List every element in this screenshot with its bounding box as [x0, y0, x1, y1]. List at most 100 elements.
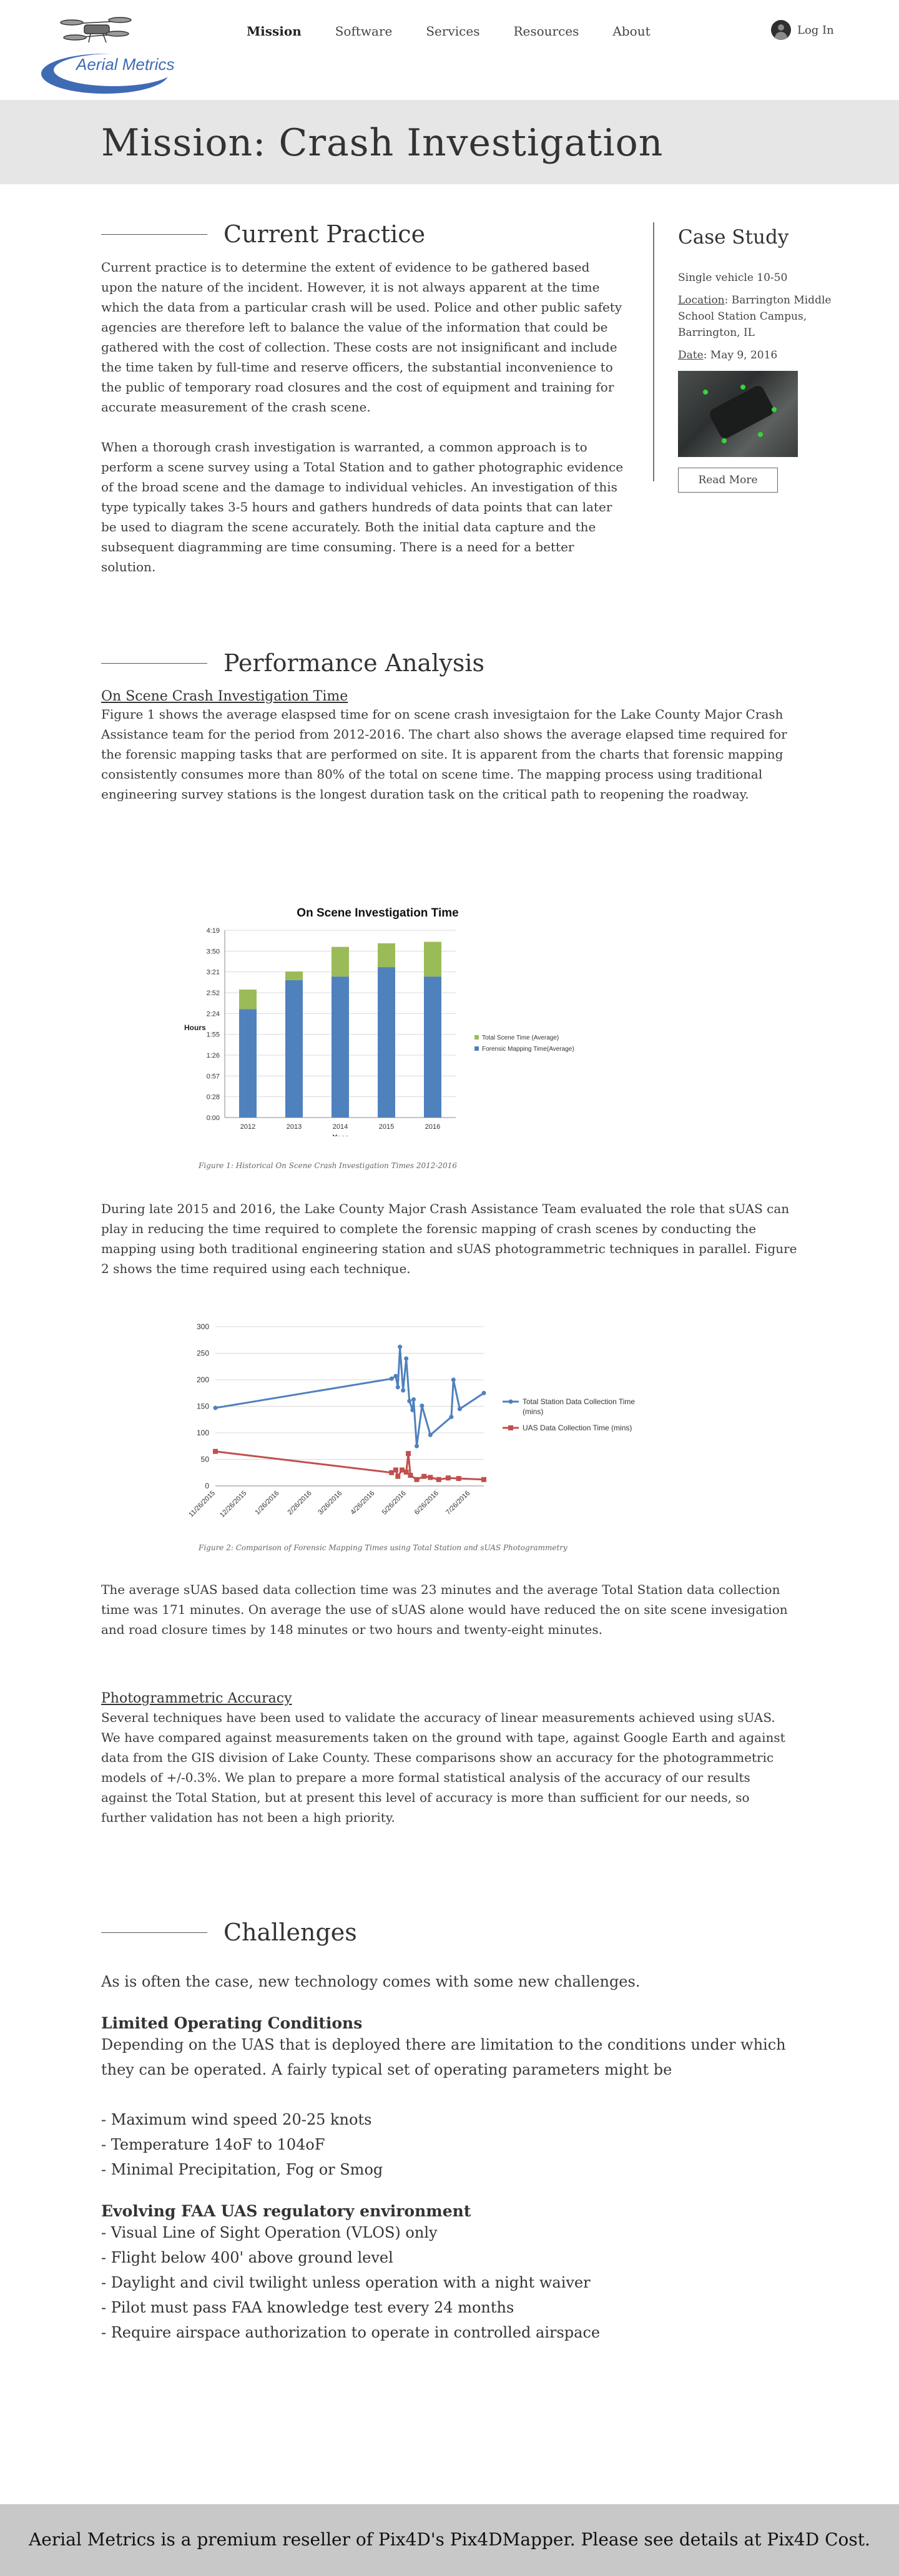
nav-item-software[interactable]: Software [335, 24, 393, 39]
performance-paragraph-3: The average sUAS based data collection t… [101, 1582, 788, 1637]
site-header: Aerial Metrics Mission Software Services… [0, 0, 899, 100]
aerial-metrics-logo[interactable]: Aerial Metrics [37, 6, 187, 94]
data-point [415, 1443, 419, 1448]
data-point [389, 1470, 395, 1475]
legend-label: Total Scene Time (Average) [482, 1035, 559, 1041]
challenges-intro: As is often the case, new technology com… [101, 1973, 641, 1990]
case-study-panel: Case Study Single vehicle 10-50 Location… [653, 222, 840, 493]
accuracy-section: Photogrammetric Accuracy Several techniq… [101, 1691, 798, 1827]
current-practice-paragraph-1: Current practice is to determine the ext… [101, 260, 622, 415]
section-challenges: Challenges [101, 1910, 798, 1954]
data-point [451, 1377, 456, 1382]
data-point [449, 1415, 454, 1419]
bar-segment [239, 1009, 257, 1118]
data-point [456, 1476, 461, 1482]
x-tick-label: 6/26/2016 [413, 1490, 440, 1517]
section-title: Current Practice [224, 220, 426, 248]
nav-item-services[interactable]: Services [426, 24, 480, 39]
mapping-time-comparison-chart: 0 50 100 150 200 250 300 11/26/2015 12/26/2015 1/… [187, 1322, 635, 1519]
list-item: - Flight below 400' above ground level [101, 2249, 393, 2266]
logo-wordmark: Aerial Metrics [75, 55, 174, 74]
x-tick-label: 3/26/2016 [317, 1490, 343, 1517]
footer-text: Aerial Metrics is a premium reseller of … [29, 2529, 870, 2550]
y-tick-label: 4:19 [207, 927, 220, 935]
data-point [398, 1344, 403, 1349]
data-point [436, 1477, 441, 1482]
list-item: - Maximum wind speed 20-25 knots [101, 2111, 372, 2128]
case-study-image[interactable] [678, 371, 798, 457]
location-label: Location [678, 294, 725, 307]
x-tick-label: 5/26/2016 [381, 1490, 408, 1517]
data-point [411, 1397, 416, 1402]
current-practice-paragraph-2: When a thorough crash investigation is w… [101, 440, 624, 574]
list-item: - Pilot must pass FAA knowledge test eve… [101, 2299, 514, 2316]
on-scene-investigation-chart: On Scene Investigation Time 0:00 0:28 0:57 1… [184, 907, 574, 1136]
nav-item-resources[interactable]: Resources [513, 24, 579, 39]
y-tick-label: 100 [197, 1428, 209, 1437]
subheading-on-scene-time: On Scene Crash Investigation Time [101, 689, 348, 704]
y-tick-label: 2:24 [207, 1010, 220, 1018]
case-study-location: Location: Barrington Middle School Stati… [678, 292, 840, 341]
read-more-button[interactable]: Read More [678, 468, 778, 493]
login-button[interactable]: Log In [771, 20, 834, 40]
accuracy-paragraph: Several techniques have been used to val… [101, 1710, 785, 1825]
date-value: : May 9, 2016 [703, 349, 778, 361]
data-point [414, 1477, 420, 1482]
x-tick-label: 1/26/2016 [253, 1490, 280, 1517]
list-item: - Visual Line of Sight Operation (VLOS) … [101, 2224, 438, 2241]
bar-segment [424, 976, 441, 1118]
x-tick-label: 2/26/2016 [287, 1490, 313, 1517]
x-tick-label: 2016 [425, 1123, 440, 1131]
figure-1-caption: Figure 1: Historical On Scene Crash Inve… [199, 1161, 458, 1170]
data-point [481, 1390, 486, 1395]
legend-label: UAS Data Collection Time (mins) [523, 1423, 632, 1432]
section-rule [101, 234, 207, 235]
heading-faa-regulatory: Evolving FAA UAS regulatory environment [101, 2202, 471, 2220]
legend-marker [508, 1399, 513, 1404]
data-point [213, 1405, 218, 1410]
series-line [215, 1347, 484, 1447]
section-title: Performance Analysis [224, 649, 484, 677]
crashed-vehicle-shape [707, 383, 776, 441]
date-label: Date [678, 349, 704, 361]
nav-item-mission[interactable]: Mission [247, 24, 302, 39]
x-axis-label: Year [332, 1133, 348, 1136]
marker-dot [703, 390, 708, 395]
bar-segment [239, 989, 257, 1010]
y-tick-label: 50 [201, 1455, 210, 1464]
marker-dot [772, 407, 777, 412]
data-point [389, 1376, 394, 1381]
series-line [215, 1450, 484, 1481]
data-point [421, 1473, 427, 1479]
chart-title: On Scene Investigation Time [297, 907, 458, 920]
legend-label: (mins) [523, 1407, 543, 1416]
site-footer: Aerial Metrics is a premium reseller of … [0, 2504, 899, 2576]
data-point [403, 1469, 409, 1475]
marker-dot [722, 438, 727, 443]
data-point [395, 1385, 400, 1390]
x-tick-label: 2014 [333, 1123, 348, 1131]
limited-conditions-paragraph: Depending on the UAS that is deployed th… [101, 2036, 786, 2078]
data-point [410, 1407, 415, 1412]
figure-2-caption: Figure 2: Comparison of Forensic Mapping… [199, 1543, 567, 1552]
x-tick-label: 2012 [240, 1123, 255, 1131]
y-axis-label: Hours [184, 1023, 206, 1032]
case-study-date: Date: May 9, 2016 [678, 347, 840, 363]
nav-item-about[interactable]: About [612, 24, 651, 39]
heading-limited-conditions: Limited Operating Conditions [101, 2014, 363, 2032]
section-performance: Performance Analysis [101, 641, 798, 685]
data-point [428, 1432, 433, 1437]
location-value: : Barrington Middle School Station Campu… [678, 294, 832, 339]
data-point [457, 1407, 462, 1412]
case-study-vehicle: Single vehicle 10-50 [678, 272, 788, 284]
user-avatar-icon [771, 20, 791, 40]
y-tick-label: 150 [197, 1402, 209, 1411]
list-item: - Daylight and civil twilight unless ope… [101, 2274, 591, 2291]
x-tick-label: 2015 [379, 1123, 394, 1131]
bar-segment [332, 976, 349, 1118]
section-rule [101, 662, 207, 664]
data-point [395, 1473, 401, 1479]
data-point [428, 1475, 433, 1480]
legend-swatch [474, 1035, 479, 1040]
y-tick-label: 1:55 [207, 1031, 220, 1039]
